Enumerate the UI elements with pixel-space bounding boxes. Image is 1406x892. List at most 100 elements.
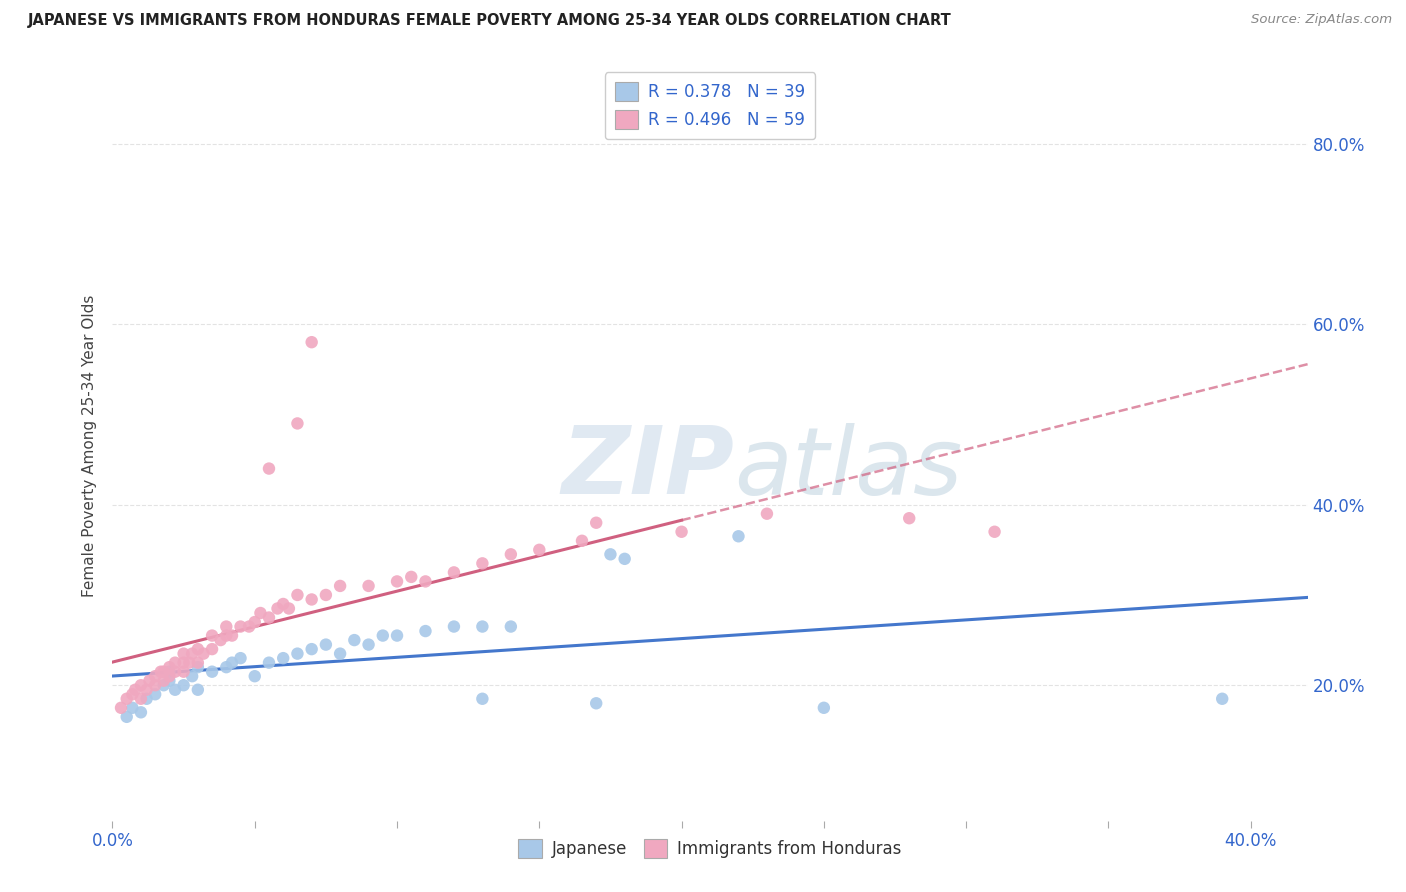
Point [301,592,323,607]
Point [129,691,152,706]
Point [401,570,423,584]
Point [215,629,238,643]
Point [115,691,138,706]
Point [277,601,299,615]
Point [221,656,243,670]
Point [301,642,323,657]
Point [257,461,280,475]
Point [115,710,138,724]
Text: Source: ZipAtlas.com: Source: ZipAtlas.com [1251,13,1392,27]
Point [181,669,204,683]
Point [471,619,494,633]
Point [315,588,337,602]
Point [157,665,180,679]
Point [157,669,180,683]
Point [229,651,252,665]
Point [671,524,693,539]
Point [143,678,166,692]
Point [257,656,280,670]
Point [173,647,195,661]
Point [121,687,143,701]
Point [138,673,160,688]
Point [1211,691,1233,706]
Point [329,647,352,661]
Point [124,682,146,697]
Text: JAPANESE VS IMMIGRANTS FROM HONDURAS FEMALE POVERTY AMONG 25-34 YEAR OLDS CORREL: JAPANESE VS IMMIGRANTS FROM HONDURAS FEM… [28,13,952,29]
Point [315,638,337,652]
Point [599,547,621,561]
Point [357,579,380,593]
Point [110,700,132,714]
Point [193,647,215,661]
Point [157,660,180,674]
Point [173,665,195,679]
Point [727,529,749,543]
Point [287,647,309,661]
Point [471,691,494,706]
Point [179,656,201,670]
Point [357,638,380,652]
Point [201,642,224,657]
Point [173,656,195,670]
Point [471,557,494,571]
Point [201,629,224,643]
Point [529,542,551,557]
Point [149,665,172,679]
Point [499,619,522,633]
Point [187,682,209,697]
Point [983,524,1005,539]
Point [585,516,607,530]
Point [152,678,174,692]
Point [187,660,209,674]
Point [415,574,437,589]
Point [585,696,607,710]
Point [215,660,238,674]
Point [201,665,224,679]
Point [571,533,593,548]
Point [371,629,394,643]
Point [135,691,157,706]
Point [221,629,243,643]
Point [152,673,174,688]
Point [443,566,465,580]
Point [209,633,232,648]
Text: ZIP: ZIP [561,423,734,515]
Point [287,417,309,431]
Legend: Japanese, Immigrants from Honduras: Japanese, Immigrants from Honduras [512,832,908,864]
Point [165,656,187,670]
Point [271,597,294,611]
Text: atlas: atlas [734,423,962,514]
Point [143,687,166,701]
Point [129,678,152,692]
Point [329,579,352,593]
Point [187,656,209,670]
Point [135,682,157,697]
Point [813,700,835,714]
Point [129,706,152,720]
Point [165,682,187,697]
Point [613,552,636,566]
Point [187,642,209,657]
Point [165,665,187,679]
Y-axis label: Female Poverty Among 25-34 Year Olds: Female Poverty Among 25-34 Year Olds [82,295,97,597]
Point [385,629,408,643]
Point [215,619,238,633]
Point [287,588,309,602]
Point [238,619,260,633]
Point [257,610,280,624]
Point [755,507,778,521]
Point [415,624,437,638]
Point [243,669,266,683]
Point [243,615,266,629]
Point [121,700,143,714]
Point [443,619,465,633]
Point [152,665,174,679]
Point [249,606,271,620]
Point [385,574,408,589]
Point [266,601,288,615]
Point [301,335,323,350]
Point [157,673,180,688]
Point [271,651,294,665]
Point [229,619,252,633]
Point [181,647,204,661]
